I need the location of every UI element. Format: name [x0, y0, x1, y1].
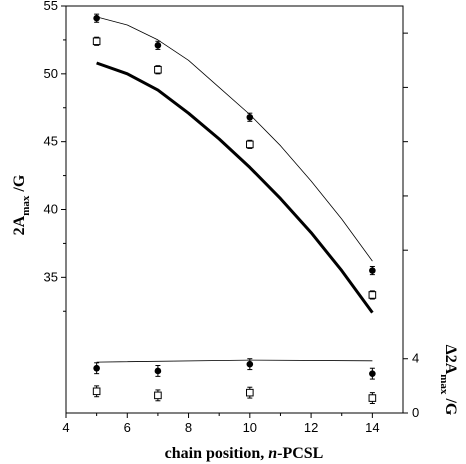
axes: 4 6 8 10 12 14 35 40 45 50 55 0 4: [44, 0, 420, 435]
y-left-tick-label: 55: [44, 0, 58, 13]
data-point-square: [92, 37, 101, 46]
data-point-square: [92, 387, 101, 396]
y-right-tick-label: 4: [412, 351, 419, 366]
data-point-circle: [93, 14, 100, 22]
plot-area: [92, 13, 377, 405]
data-point-square: [154, 65, 162, 74]
y-left-tick-label: 35: [44, 269, 58, 284]
data-point-circle: [369, 370, 376, 377]
svg-text:2Amax /G: 2Amax /G: [11, 174, 32, 235]
data-point-circle: [93, 364, 100, 372]
data-point-circle: [154, 367, 162, 375]
data-point-square: [368, 291, 377, 299]
y-axis-left-title: 2Amax /G: [11, 174, 32, 235]
x-tick-label: 6: [124, 420, 131, 435]
x-tick-label: 12: [304, 420, 318, 435]
series-line-3: [96, 61, 374, 314]
y-left-tick-label: 45: [44, 134, 58, 149]
y-right-tick-label: 0: [412, 405, 419, 420]
svg-text:Δ2Amax /G: Δ2Amax /G: [438, 345, 459, 416]
plot-frame: [65, 5, 404, 414]
y-axis-right-title: Δ2Amax /G: [438, 345, 459, 416]
data-point-square: [368, 394, 377, 402]
y-left-tick-label: 50: [44, 66, 58, 81]
data-point-circle: [246, 360, 254, 368]
series-line-2: [96, 16, 373, 262]
x-tick-label: 4: [62, 420, 69, 435]
data-point-circle: [246, 113, 254, 121]
y-left-tick-label: 40: [44, 202, 58, 217]
x-tick-label: 10: [243, 420, 257, 435]
data-point-square: [246, 140, 254, 149]
data-point-circle: [154, 42, 162, 49]
data-point-circle: [369, 267, 376, 274]
series-line-6: [96, 359, 373, 363]
data-point-square: [246, 388, 254, 397]
data-point-square: [154, 391, 162, 400]
x-axis-title: chain position, n-PCSL: [165, 445, 324, 462]
x-tick-label: 14: [365, 420, 379, 435]
x-tick-label: 8: [185, 420, 192, 435]
